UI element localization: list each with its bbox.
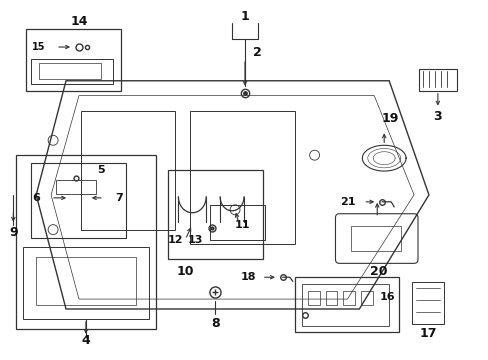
Text: 5: 5: [97, 165, 104, 175]
Bar: [16, 155, 155, 329]
Text: 19: 19: [381, 112, 398, 125]
Bar: [418, 69, 456, 91]
Text: 11: 11: [234, 220, 249, 230]
Bar: [31, 163, 125, 238]
Bar: [294, 277, 398, 332]
Text: 2: 2: [252, 46, 261, 59]
Bar: [361, 291, 372, 305]
Text: 3: 3: [433, 110, 441, 123]
Bar: [210, 205, 264, 239]
Text: 8: 8: [210, 318, 219, 330]
Text: 18: 18: [240, 272, 255, 282]
Text: 14: 14: [70, 15, 87, 28]
Text: 12: 12: [167, 234, 183, 244]
Bar: [26, 29, 121, 91]
Text: 16: 16: [379, 292, 394, 302]
Bar: [351, 226, 400, 251]
Text: 15: 15: [32, 42, 46, 52]
Text: 20: 20: [370, 265, 387, 278]
Text: 7: 7: [115, 193, 122, 203]
Text: 10: 10: [176, 265, 194, 278]
Bar: [325, 291, 337, 305]
Text: 4: 4: [81, 334, 90, 347]
Bar: [411, 282, 443, 324]
Text: 9: 9: [9, 226, 18, 239]
Text: 1: 1: [240, 10, 249, 23]
Bar: [39, 63, 101, 79]
Bar: [307, 291, 319, 305]
Bar: [56, 180, 96, 194]
Text: 17: 17: [418, 327, 436, 340]
Text: 6: 6: [32, 193, 40, 203]
Bar: [343, 291, 355, 305]
Text: 21: 21: [339, 197, 354, 207]
Text: 13: 13: [187, 234, 203, 244]
Bar: [36, 257, 135, 305]
Bar: [168, 170, 263, 260]
Bar: [301, 284, 388, 326]
